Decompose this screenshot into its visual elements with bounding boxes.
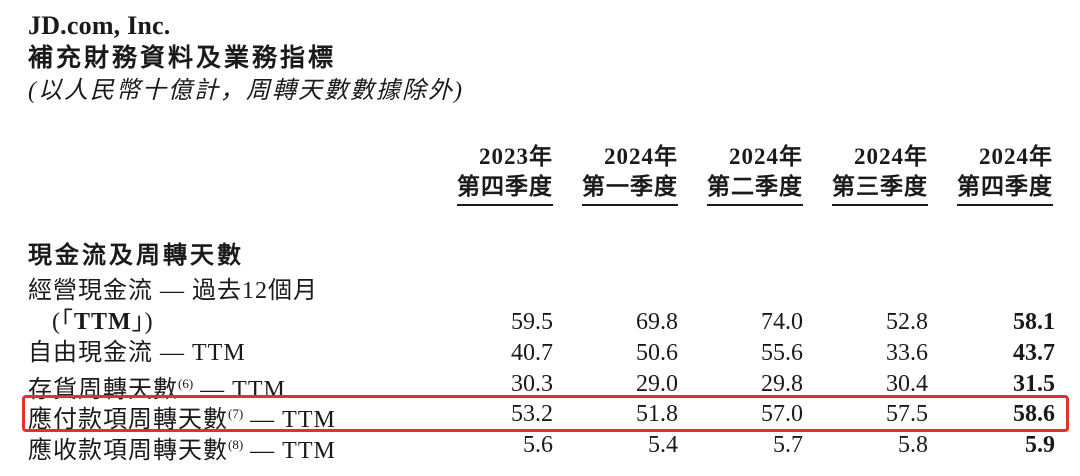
- cell-value: 74.0: [761, 309, 803, 335]
- footnote-ref: (7): [228, 406, 244, 421]
- cell-value: 33.6: [886, 340, 928, 366]
- cell-value: 5.6: [523, 432, 553, 458]
- label-suffix: — TTM: [193, 377, 286, 403]
- highlight-box: [22, 395, 1069, 432]
- ttm-note-bold: TTM: [74, 309, 132, 335]
- column-quarter: 第三季度: [832, 174, 928, 199]
- cell-value: 40.7: [511, 340, 553, 366]
- label-text: 應收款項周轉天數: [28, 438, 228, 464]
- row-label-payable-turnover: 應付款項周轉天數(7) — TTM: [28, 399, 336, 435]
- cell-value: 30.3: [511, 371, 553, 397]
- cell-value: 5.8: [898, 432, 928, 458]
- cell-value-latest: 43.7: [1013, 340, 1055, 366]
- footnote-ref: (6): [178, 376, 194, 391]
- label-suffix: — TTM: [243, 438, 336, 464]
- cell-value: 59.5: [511, 309, 553, 335]
- cell-value: 51.8: [636, 401, 678, 427]
- cell-value: 57.5: [886, 401, 928, 427]
- row-label-receivable-turnover: 應收款項周轉天數(8) — TTM: [28, 430, 336, 466]
- label-text: 應付款項周轉天數: [28, 407, 228, 433]
- company-name: JD.com, Inc.: [28, 11, 171, 40]
- column-year: 2024年: [979, 144, 1053, 169]
- column-year: 2024年: [729, 144, 803, 169]
- cell-value: 69.8: [636, 309, 678, 335]
- cell-value: 29.0: [636, 371, 678, 397]
- column-header-q4-2024: 2024年 第四季度: [957, 142, 1053, 206]
- cell-value-latest: 5.9: [1025, 432, 1055, 458]
- cell-value: 5.4: [648, 432, 678, 458]
- column-quarter: 第四季度: [457, 174, 553, 199]
- label-text: 存貨周轉天數: [28, 377, 178, 403]
- cell-value: 53.2: [511, 401, 553, 427]
- label-suffix: — TTM: [243, 407, 336, 433]
- column-header-q3-2024: 2024年 第三季度: [832, 142, 928, 206]
- cell-value: 50.6: [636, 340, 678, 366]
- column-year: 2023年: [479, 144, 553, 169]
- column-year: 2024年: [854, 144, 928, 169]
- footnote-ref: (8): [228, 437, 244, 452]
- section-title: 現金流及周轉天數: [28, 243, 244, 269]
- cell-value: 57.0: [761, 401, 803, 427]
- cell-value: 30.4: [886, 371, 928, 397]
- column-quarter: 第四季度: [957, 174, 1053, 199]
- cell-value: 29.8: [761, 371, 803, 397]
- column-header-q4-2023: 2023年 第四季度: [457, 142, 553, 206]
- row-label-free-cash-flow: 自由現金流 — TTM: [28, 340, 246, 366]
- cell-value-latest: 58.1: [1013, 309, 1055, 335]
- column-header-q1-2024: 2024年 第一季度: [582, 142, 678, 206]
- column-header-q2-2024: 2024年 第二季度: [707, 142, 803, 206]
- cell-value: 5.7: [773, 432, 803, 458]
- cell-value: 52.8: [886, 309, 928, 335]
- ttm-note-open: (「: [52, 309, 74, 335]
- row-label-inventory-turnover: 存貨周轉天數(6) — TTM: [28, 369, 286, 405]
- cell-value: 55.6: [761, 340, 803, 366]
- row-label-ttm-note: (「TTM」): [52, 307, 154, 337]
- column-year: 2024年: [604, 144, 678, 169]
- ttm-note-close: 」): [131, 309, 154, 335]
- column-quarter: 第二季度: [707, 174, 803, 199]
- cell-value-latest: 31.5: [1013, 371, 1055, 397]
- cell-value-latest: 58.6: [1013, 401, 1055, 427]
- document-header: JD.com, Inc. 補充財務資料及業務指標 (以人民幣十億計，周轉天數數據…: [28, 10, 464, 107]
- document-title: 補充財務資料及業務指標: [28, 45, 337, 72]
- unit-note: (以人民幣十億計，周轉天數數據除外): [28, 78, 464, 104]
- row-label-operating-cash-flow: 經營現金流 — 過去12個月: [28, 278, 318, 304]
- column-quarter: 第一季度: [582, 174, 678, 199]
